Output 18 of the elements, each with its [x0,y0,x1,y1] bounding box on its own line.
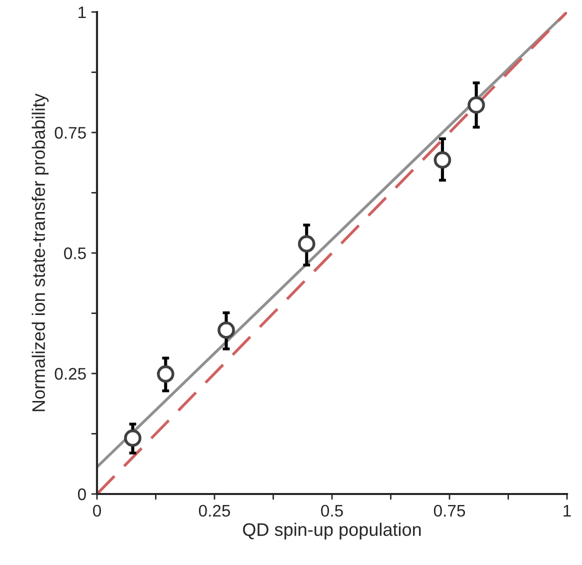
y-tick-label: 0.75 [54,126,86,139]
y-tick-label: 0.5 [64,247,86,260]
x-tick-label: 1 [564,505,571,516]
y-tick-label: 0 [78,488,86,500]
point [468,96,485,114]
point [156,365,174,383]
x-tick-label: 0.5 [321,504,343,517]
point [124,429,142,447]
x-tick-label: 0.25 [198,504,230,517]
point [434,151,452,169]
y-axis-title: Normalized ion state-transfer probability [32,93,49,412]
y-tick-label: 0.25 [54,368,86,380]
x-tick-label: 0.75 [434,504,466,517]
point [218,321,235,339]
x-tick-label: 0 [93,504,101,517]
y-tick-label: 1 [78,6,86,18]
point [298,235,316,253]
x-axis-title: QD spin-up population [243,522,421,540]
